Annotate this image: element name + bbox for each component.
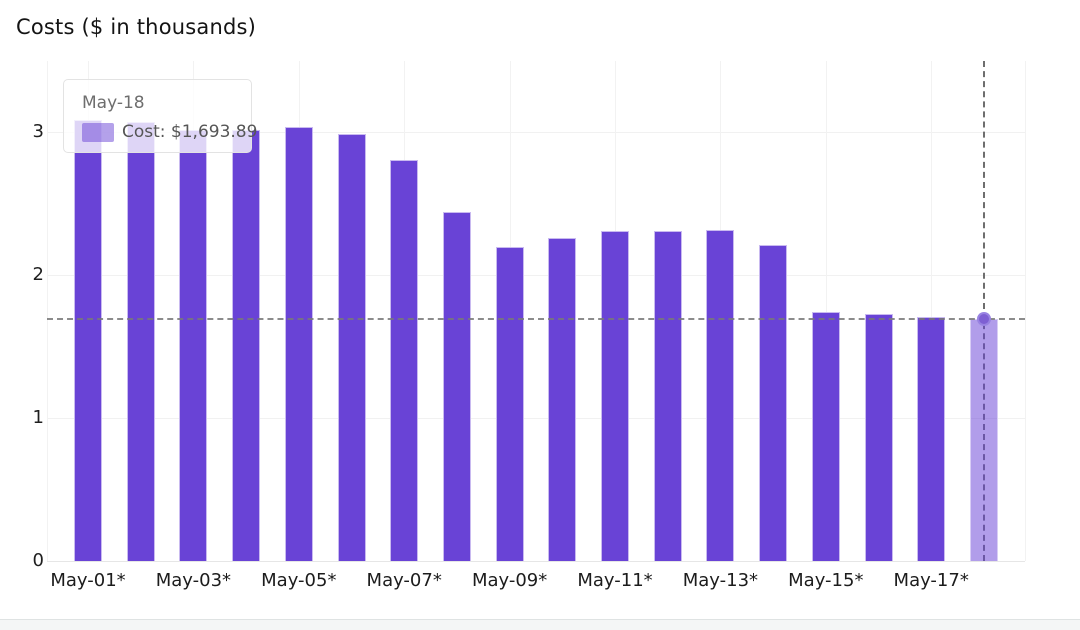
- x-tick-label-may-13: May-13*: [682, 570, 759, 591]
- y-tick-label-1: 1: [32, 407, 44, 429]
- bar-may-16[interactable]: [864, 313, 893, 561]
- x-tick-label-may-05: May-05*: [261, 570, 337, 591]
- plot-area: [47, 61, 1026, 562]
- x-tick-label-may-03: May-03*: [155, 570, 232, 591]
- tooltip-value: Cost: $1,693.89: [122, 122, 258, 142]
- tooltip-row: Cost: $1,693.89: [82, 122, 257, 142]
- next-section-edge: [0, 620, 1080, 630]
- gridline-x: [47, 61, 48, 561]
- crosshair-vertical-line: [982, 61, 985, 561]
- bar-may-14[interactable]: [759, 245, 788, 561]
- tooltip-title: May-18: [82, 93, 145, 113]
- x-tick-label-may-11: May-11*: [577, 570, 653, 591]
- section-divider: [0, 619, 1080, 620]
- bar-may-15[interactable]: [811, 312, 840, 561]
- x-tick-label-may-09: May-09*: [471, 570, 548, 591]
- x-tick-label-may-01: May-01*: [50, 570, 126, 591]
- bar-may-18[interactable]: [969, 319, 998, 561]
- bar-may-10[interactable]: [548, 238, 577, 561]
- x-tick-label-may-17: May-17*: [893, 570, 969, 591]
- gridline-y-0: [47, 561, 1025, 562]
- bar-may-01[interactable]: [74, 119, 102, 561]
- chart-title: Costs ($ in thousands): [16, 15, 257, 39]
- bar-may-05[interactable]: [284, 126, 313, 561]
- bar-may-04[interactable]: [232, 129, 261, 561]
- x-tick-label-may-07: May-07*: [366, 570, 442, 591]
- gridline-y-1: [47, 418, 1025, 420]
- bar-may-08[interactable]: [442, 212, 471, 561]
- gridline-x: [931, 61, 933, 561]
- tooltip: May-18 Cost: $1,693.89: [63, 79, 257, 153]
- bar-may-09[interactable]: [495, 246, 524, 561]
- bar-may-06[interactable]: [337, 133, 366, 561]
- y-tick-label-3: 3: [32, 121, 44, 143]
- y-tick-label-2: 2: [32, 264, 44, 286]
- bar-may-11[interactable]: [601, 231, 629, 561]
- crosshair-horizontal-line: [47, 318, 1025, 321]
- gridline-x: [1025, 61, 1026, 561]
- bar-may-17[interactable]: [917, 316, 946, 561]
- bar-may-12[interactable]: [653, 231, 682, 561]
- bar-may-07[interactable]: [390, 159, 419, 561]
- tooltip-series-swatch: [82, 122, 114, 142]
- gridline-y-2: [47, 275, 1025, 277]
- bar-may-03[interactable]: [179, 129, 208, 561]
- hover-marker-dot: [976, 312, 991, 327]
- bar-may-13[interactable]: [706, 229, 735, 561]
- x-tick-label-may-15: May-15*: [788, 570, 864, 591]
- gridline-y-3: [47, 132, 1025, 134]
- bar-may-02[interactable]: [126, 122, 155, 561]
- y-tick-label-0: 0: [32, 550, 44, 571]
- gridline-x: [825, 61, 827, 561]
